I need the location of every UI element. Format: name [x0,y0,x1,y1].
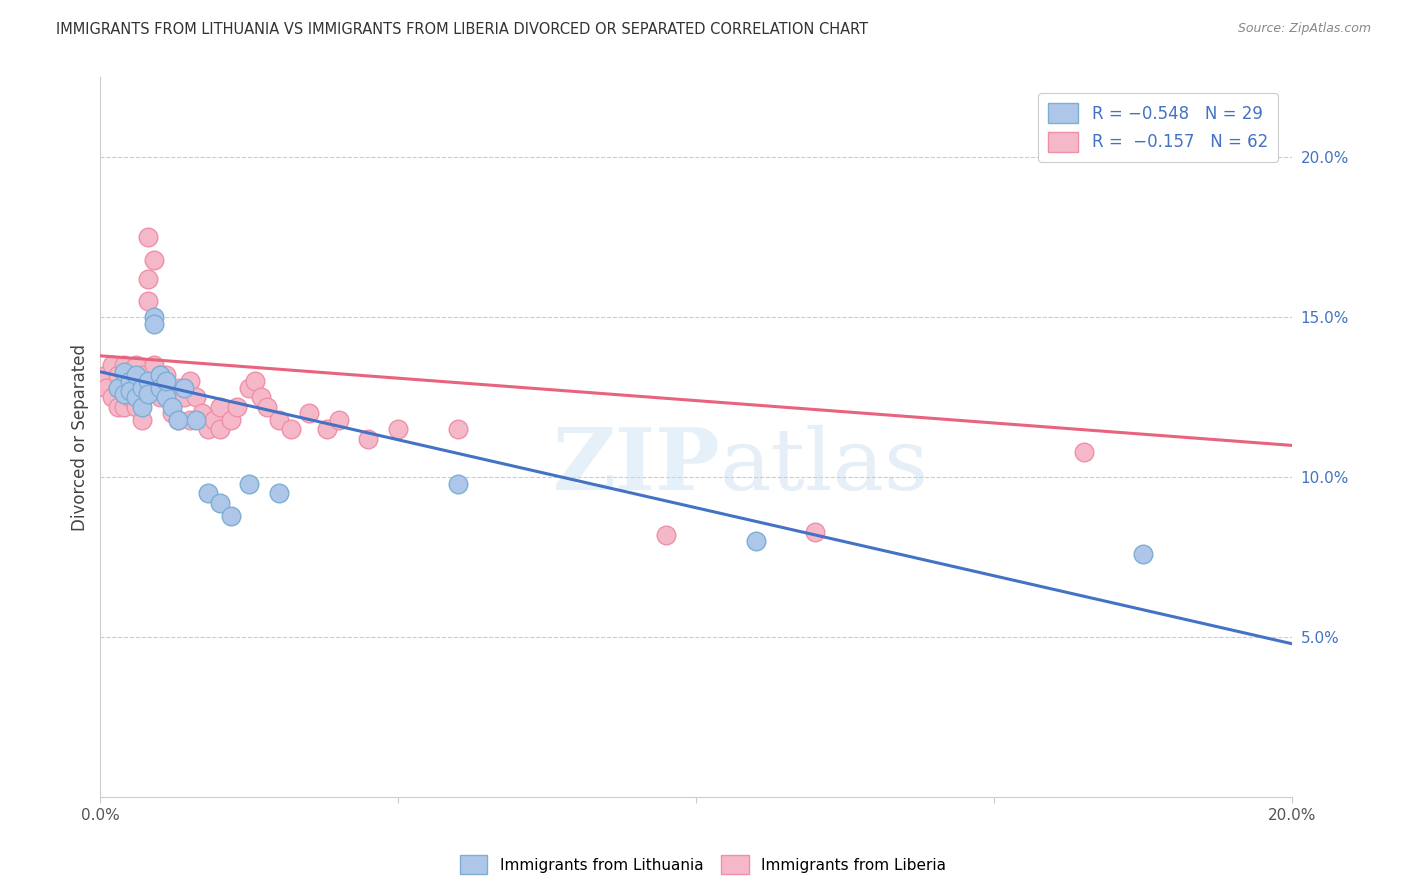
Point [112,365,135,379]
Point [173,381,195,395]
Point [125,359,148,373]
Point [387,422,409,436]
Text: atlas: atlas [720,425,929,508]
Point [136,387,159,401]
Point [655,528,678,542]
Point [238,381,260,395]
Point [804,524,827,539]
Point [745,534,768,549]
Point [166,381,188,395]
Point [112,381,135,395]
Point [160,400,183,414]
Point [107,400,129,414]
Point [208,422,231,436]
Point [149,381,172,395]
Point [131,381,153,395]
Point [155,381,177,395]
Point [280,422,302,436]
Point [149,391,172,405]
Point [136,375,159,389]
Point [250,391,273,405]
Point [221,508,243,523]
Point [179,413,201,427]
Point [131,413,153,427]
Point [328,413,350,427]
Point [208,400,231,414]
Point [131,368,153,382]
Point [149,368,172,382]
Point [120,368,142,382]
Point [131,400,153,414]
Point [136,272,159,286]
Point [298,406,321,420]
Point [160,391,183,405]
Point [245,375,267,389]
Point [143,317,166,331]
Point [96,368,118,382]
Point [143,252,166,267]
Point [238,476,260,491]
Point [149,381,172,395]
Point [1073,445,1095,459]
Point [166,413,188,427]
Point [184,391,207,405]
Point [256,400,278,414]
Point [125,381,148,395]
Point [197,486,219,500]
Point [131,391,153,405]
Point [136,375,159,389]
Point [447,422,470,436]
Point [120,375,142,389]
Point [125,400,148,414]
Point [120,384,142,398]
Point [202,413,225,427]
Point [184,413,207,427]
Text: ZIP: ZIP [553,425,720,508]
Point [357,432,380,446]
Point [155,375,177,389]
Point [125,391,148,405]
Point [155,391,177,405]
Point [226,400,249,414]
Point [96,381,118,395]
Point [143,359,166,373]
Point [190,406,212,420]
Point [107,368,129,382]
Point [149,368,172,382]
Point [131,381,153,395]
Point [107,381,129,395]
Point [136,294,159,309]
Point [208,496,231,510]
Point [166,413,188,427]
Point [101,359,124,373]
Point [447,476,470,491]
Legend: Immigrants from Lithuania, Immigrants from Liberia: Immigrants from Lithuania, Immigrants fr… [454,849,952,880]
Point [197,422,219,436]
Point [125,368,148,382]
Point [143,381,166,395]
Point [112,359,135,373]
Point [120,381,142,395]
Point [1132,547,1154,561]
Point [269,413,291,427]
Text: Source: ZipAtlas.com: Source: ZipAtlas.com [1237,22,1371,36]
Point [112,400,135,414]
Point [112,387,135,401]
Point [155,368,177,382]
Point [173,391,195,405]
Point [179,375,201,389]
Point [269,486,291,500]
Point [143,310,166,325]
Point [107,381,129,395]
Point [315,422,337,436]
Text: IMMIGRANTS FROM LITHUANIA VS IMMIGRANTS FROM LIBERIA DIVORCED OR SEPARATED CORRE: IMMIGRANTS FROM LITHUANIA VS IMMIGRANTS … [56,22,869,37]
Point [136,230,159,244]
Point [120,391,142,405]
Y-axis label: Divorced or Separated: Divorced or Separated [72,344,89,531]
Point [160,406,183,420]
Point [101,391,124,405]
Legend: R = −0.548   N = 29, R =  −0.157   N = 62: R = −0.548 N = 29, R = −0.157 N = 62 [1038,93,1278,162]
Point [221,413,243,427]
